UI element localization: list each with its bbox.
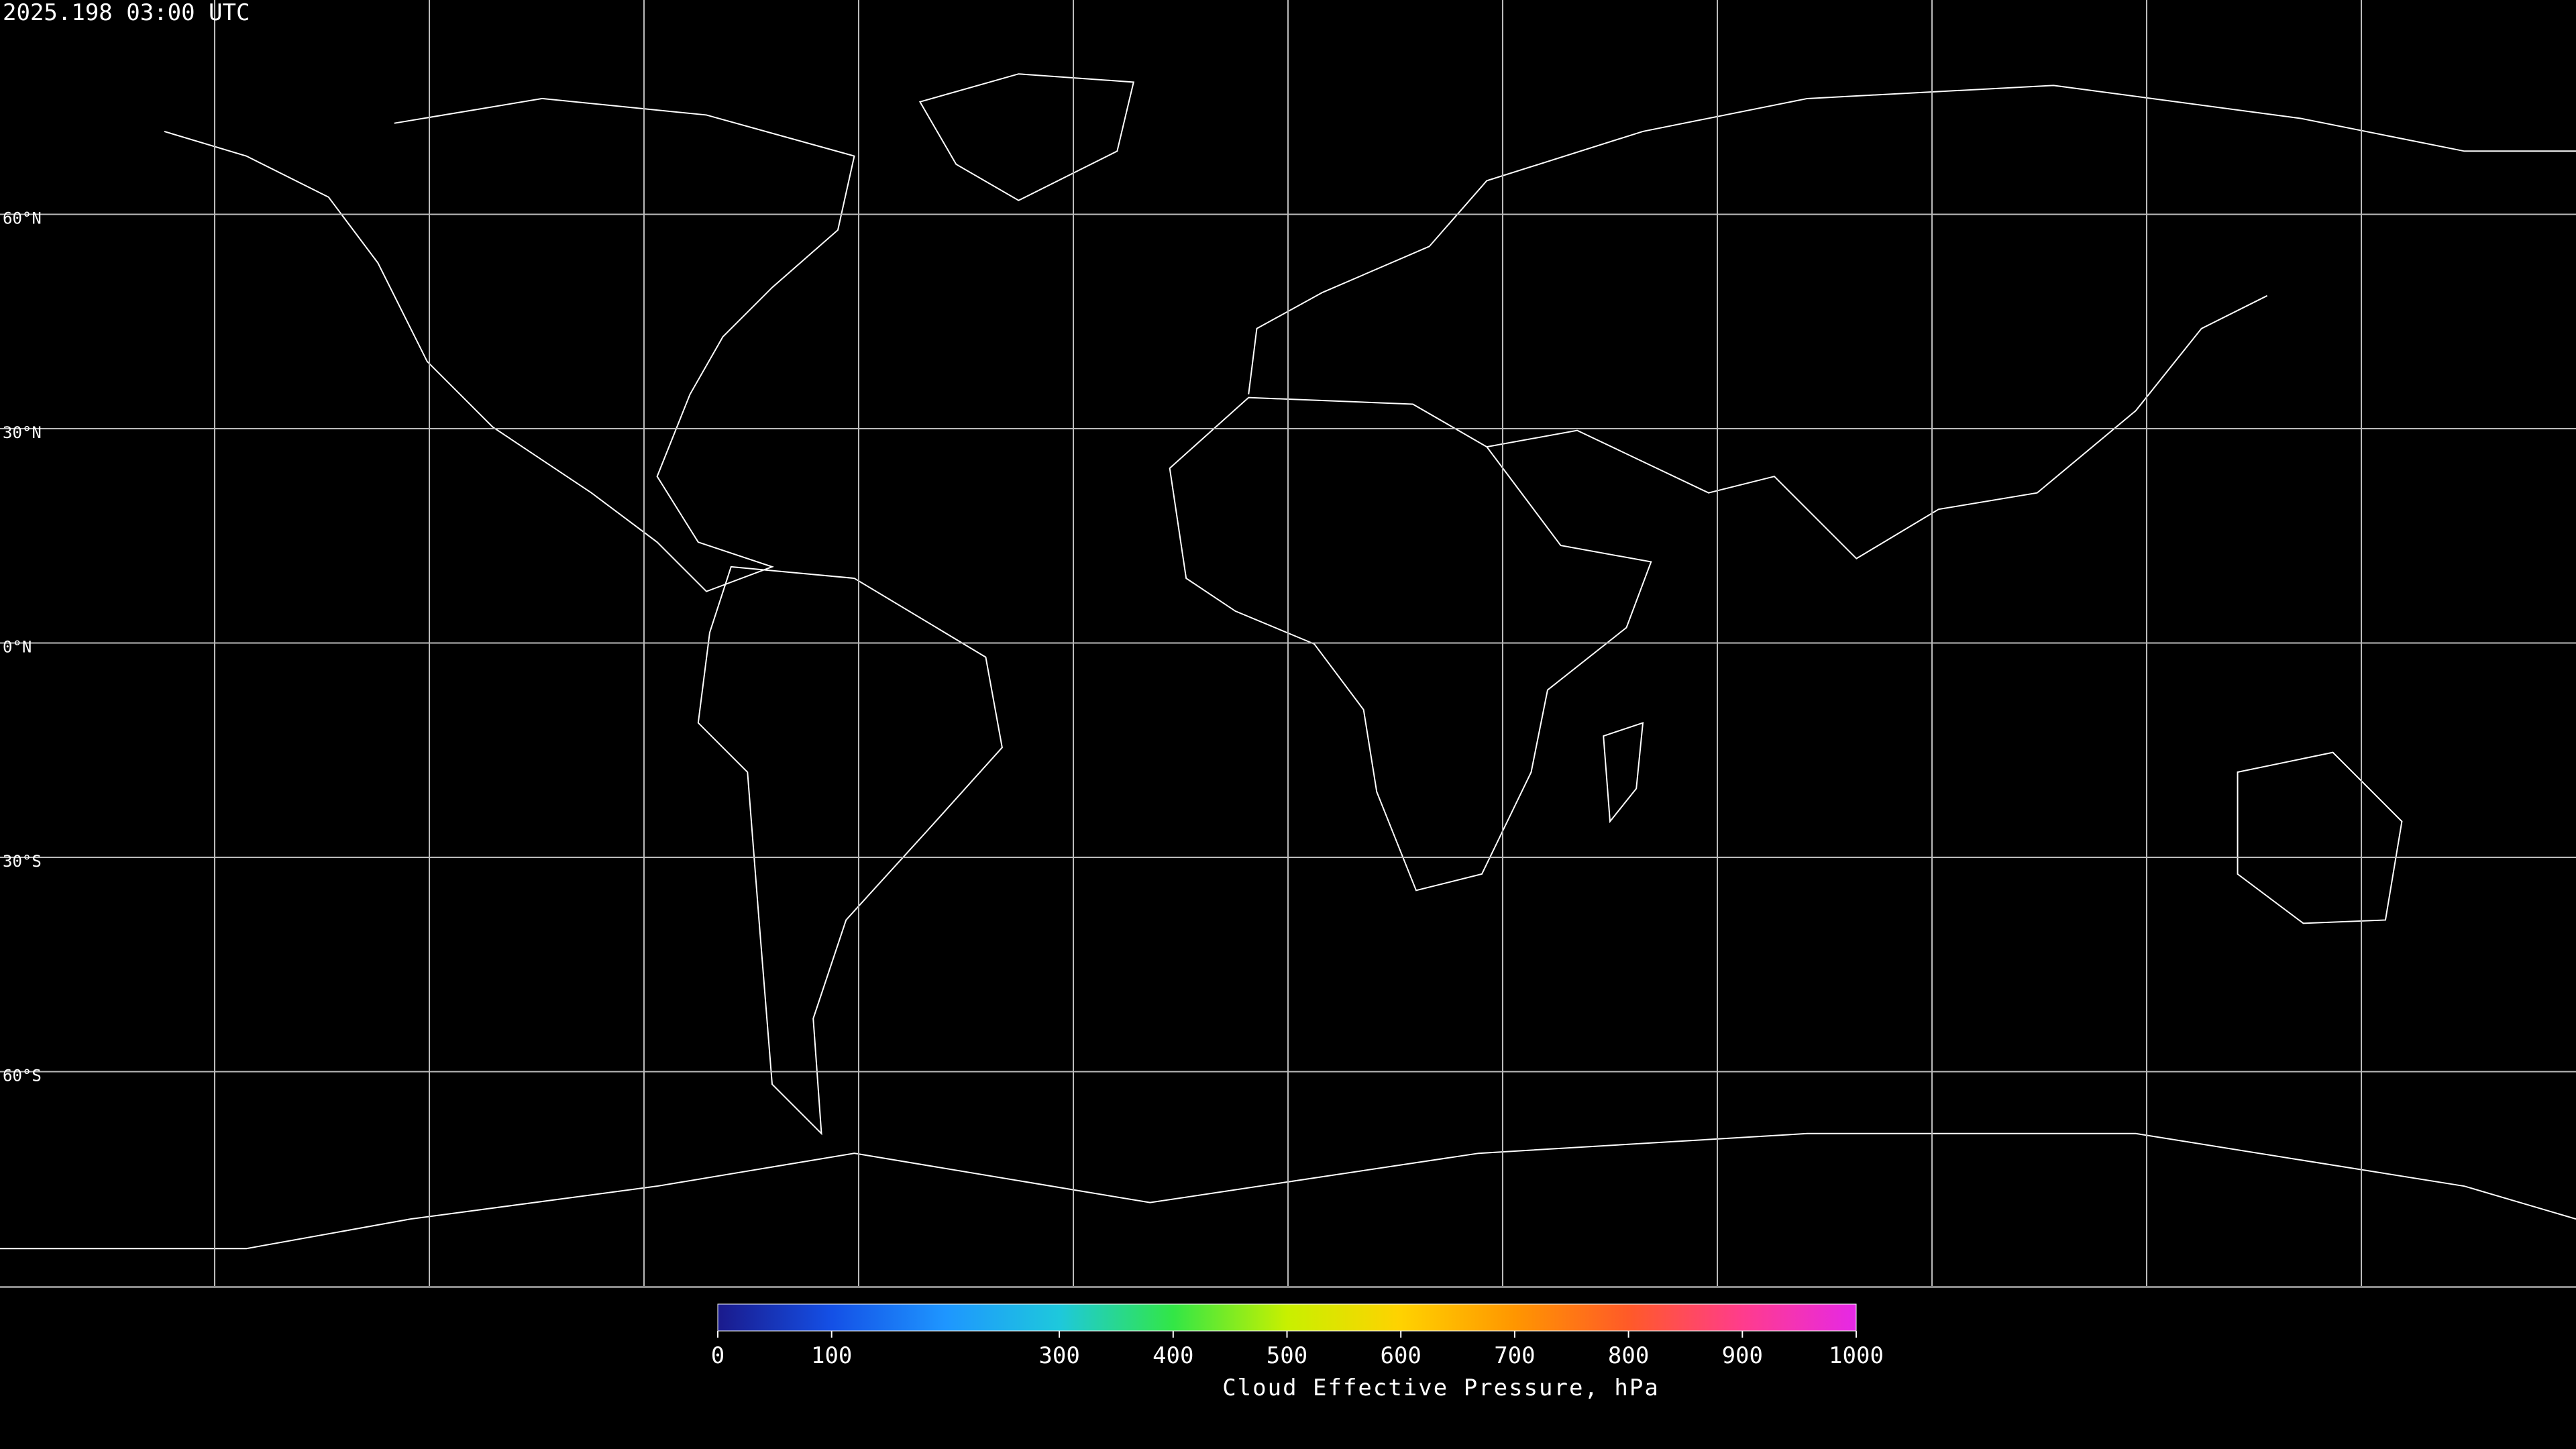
colorbar-tick-label: 600	[1380, 1342, 1421, 1369]
colorbar-tick-label: 800	[1608, 1342, 1649, 1369]
map-border	[0, 1286, 2576, 1288]
coastlines	[0, 74, 2576, 1248]
colorbar-label: Cloud Effective Pressure, hPa	[1222, 1375, 1660, 1401]
graticule: 60°N 30°N 0°N 30°S 60°S	[0, 0, 2576, 1286]
colorbar-tick-label: 1000	[1829, 1342, 1884, 1369]
colorbar-tick-label: 0	[711, 1342, 724, 1369]
latitude-label: 60°N	[3, 209, 42, 228]
colorbar-tick-label: 700	[1494, 1342, 1535, 1369]
colorbar-tick-label: 500	[1267, 1342, 1307, 1369]
colorbar-tick-label: 900	[1722, 1342, 1763, 1369]
latitude-label: 0°N	[3, 638, 32, 657]
latitude-label: 30°S	[3, 852, 42, 871]
colorbar-tick-label: 400	[1152, 1342, 1193, 1369]
colorbar-tick-label: 300	[1038, 1342, 1079, 1369]
timestamp: 2025.198 03:00 UTC	[3, 0, 250, 26]
latitude-label: 30°N	[3, 423, 42, 442]
colorbar-tick-label: 100	[811, 1342, 852, 1369]
latitude-label: 60°S	[3, 1067, 42, 1085]
colorbar	[717, 1303, 1857, 1332]
